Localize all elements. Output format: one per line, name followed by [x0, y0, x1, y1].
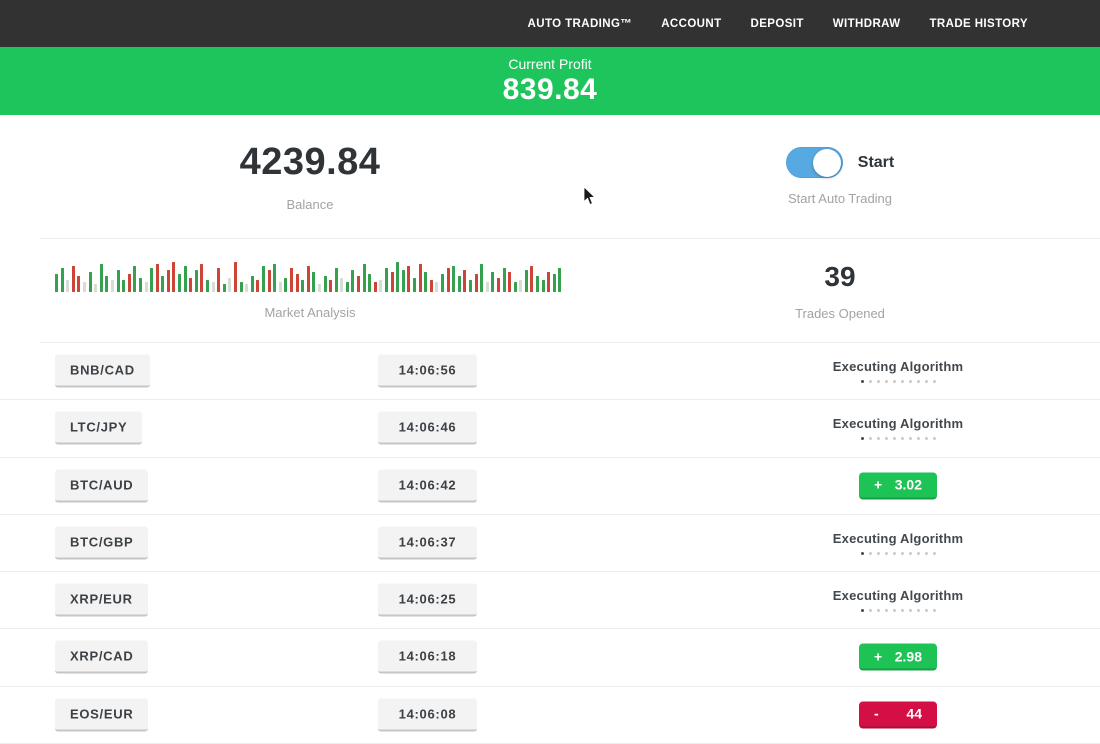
executing-status: Executing Algorithm	[778, 531, 1018, 555]
pair-badge: BNB/CAD	[55, 354, 150, 388]
table-row: XRP/EUR 14:06:25 Executing Algorithm	[0, 572, 1100, 630]
time-badge: 14:06:56	[378, 354, 477, 388]
toggle-knob	[813, 148, 842, 177]
trade-status: + 2.98	[778, 643, 1018, 671]
executing-status: Executing Algorithm	[778, 359, 1018, 384]
executing-label: Executing Algorithm	[832, 359, 964, 375]
section-divider	[40, 342, 1100, 343]
balance-label: Balance	[286, 197, 334, 212]
nav-item-trade-history[interactable]: TRADE HISTORY	[929, 17, 1028, 30]
result-sign: -	[874, 705, 879, 722]
trades-list: BNB/CAD 14:06:56 Executing Algorithm LTC…	[0, 343, 1100, 744]
table-row: LTC/JPY 14:06:46 Executing Algorithm	[0, 400, 1100, 458]
top-nav: AUTO TRADING™ ACCOUNT DEPOSIT WITHDRAW T…	[0, 0, 1100, 47]
progress-dots	[778, 437, 1018, 441]
progress-dots	[778, 551, 1018, 555]
result-amount: 2.98	[894, 648, 922, 665]
nav-item-deposit[interactable]: DEPOSIT	[750, 17, 804, 30]
pair-badge: EOS/EUR	[55, 698, 149, 732]
executing-label: Executing Algorithm	[832, 588, 964, 604]
time-badge: 14:06:08	[378, 698, 477, 732]
trades-opened-label: Trades Opened	[795, 305, 885, 321]
trade-status: Executing Algorithm	[778, 416, 1018, 441]
progress-dots	[778, 609, 1018, 613]
executing-label: Executing Algorithm	[832, 530, 964, 546]
result-badge: - 44	[859, 701, 937, 729]
table-row: XRP/CAD 14:06:18 + 2.98	[0, 629, 1100, 687]
trade-status: + 3.02	[778, 472, 1018, 500]
time-badge: 14:06:25	[378, 583, 477, 617]
current-profit-banner: Current Profit 839.84	[0, 47, 1100, 115]
trades-opened-value: 39	[824, 260, 856, 292]
market-analysis-chart	[55, 261, 565, 292]
trade-status: Executing Algorithm	[778, 588, 1018, 613]
nav-item-account[interactable]: ACCOUNT	[661, 17, 722, 30]
result-amount: 3.02	[894, 476, 922, 493]
table-row: BTC/AUD 14:06:42 + 3.02	[0, 458, 1100, 515]
auto-trading-caption: Start Auto Trading	[787, 191, 893, 206]
table-row: BNB/CAD 14:06:56 Executing Algorithm	[0, 343, 1100, 401]
pair-badge: LTC/JPY	[55, 411, 143, 445]
executing-status: Executing Algorithm	[778, 588, 1018, 613]
current-profit-label: Current Profit	[508, 56, 592, 72]
nav-item-withdraw[interactable]: WITHDRAW	[832, 17, 901, 30]
executing-label: Executing Algorithm	[832, 416, 964, 432]
pair-badge: XRP/EUR	[55, 583, 148, 617]
nav-item-auto-trading[interactable]: AUTO TRADING™	[527, 17, 633, 30]
stats-row-market: Market Analysis 39 Trades Opened	[0, 239, 1100, 342]
pair-badge: XRP/CAD	[55, 640, 149, 674]
time-badge: 14:06:18	[378, 640, 477, 674]
time-badge: 14:06:37	[378, 526, 477, 560]
trade-status: Executing Algorithm	[778, 531, 1018, 555]
progress-dots	[778, 380, 1018, 384]
time-badge: 14:06:42	[378, 469, 477, 503]
time-badge: 14:06:46	[378, 411, 477, 445]
table-row: BTC/GBP 14:06:37 Executing Algorithm	[0, 515, 1100, 573]
result-badge: + 2.98	[859, 643, 937, 671]
result-sign: +	[874, 648, 883, 665]
trade-status: - 44	[778, 701, 1018, 729]
result-sign: +	[874, 476, 883, 493]
balance-value: 4239.84	[239, 141, 381, 183]
stats-row-balance: 4239.84 Balance Start Start Auto Trading	[0, 115, 1100, 238]
current-profit-value: 839.84	[502, 73, 598, 106]
market-analysis-label: Market Analysis	[264, 304, 356, 320]
trade-status: Executing Algorithm	[778, 359, 1018, 384]
table-row: EOS/EUR 14:06:08 - 44	[0, 687, 1100, 744]
pair-badge: BTC/GBP	[55, 526, 149, 560]
toggle-state-label: Start	[857, 153, 895, 171]
result-badge: + 3.02	[859, 472, 937, 500]
pair-badge: BTC/AUD	[55, 469, 149, 503]
executing-status: Executing Algorithm	[778, 416, 1018, 441]
auto-trading-toggle[interactable]	[785, 147, 843, 178]
section-divider	[40, 238, 1100, 239]
result-amount: 44	[906, 705, 922, 722]
